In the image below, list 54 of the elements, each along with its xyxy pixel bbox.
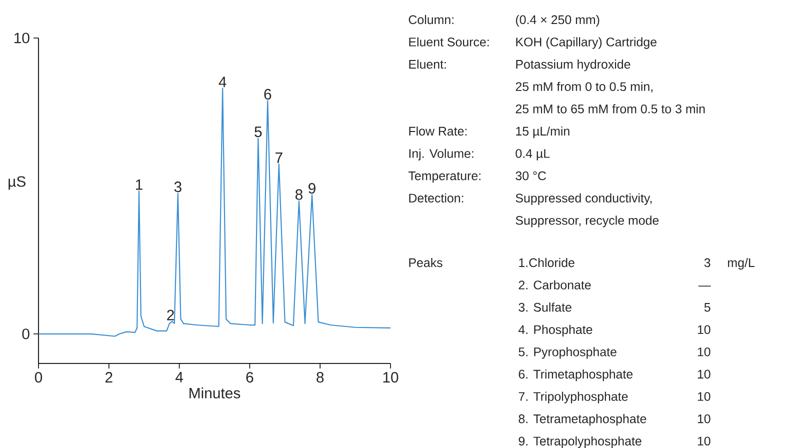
annotation: 9 — [308, 183, 316, 194]
x-tick-label: 4 — [176, 372, 184, 382]
text: Column: — [408, 14, 454, 24]
annotation: 3 — [174, 182, 182, 192]
text: 3. Sulfate — [518, 302, 572, 312]
text: 25 mM to 65 mM from 0.5 to 3 min — [516, 104, 705, 114]
annotation: 2 — [167, 310, 174, 320]
text: Potassium hydroxide — [516, 60, 630, 72]
x-tick-label: 0 — [34, 372, 42, 383]
text: KOH (Capillary) Cartridge — [516, 37, 656, 49]
text: 7. Tripolyphosphate — [518, 392, 628, 404]
text: — — [698, 286, 711, 287]
text: 10 — [698, 348, 710, 356]
text: Inj. Volume: — [409, 148, 474, 160]
y-axis-title: µS — [8, 176, 26, 190]
x-tick-label: 6 — [246, 372, 254, 383]
x-axis-title: Minutes — [190, 387, 240, 398]
text: (0.4 × 250 mm) — [516, 14, 600, 27]
text: Suppressor, recycle mode — [516, 216, 659, 228]
text: 30 °C — [516, 171, 546, 180]
text: 6. Trimetaphosphate — [518, 369, 633, 382]
text: 5. Pyrophosphate — [518, 347, 616, 359]
text: 10 — [698, 414, 710, 424]
annotation: 6 — [264, 88, 272, 100]
line-series — [38, 88, 392, 337]
annotation: 1 — [136, 179, 142, 190]
text: Eluent: — [409, 60, 446, 69]
text: 2. Carbonate — [518, 280, 591, 290]
text: Flow Rate: — [409, 126, 467, 136]
text: 10 — [698, 392, 710, 401]
text: Suppressed conductivity, — [516, 193, 652, 205]
text: mg/L — [728, 258, 754, 270]
text: Detection: — [409, 193, 464, 203]
annotation: 4 — [218, 76, 226, 88]
text: 15 µL/min — [516, 126, 570, 138]
x-tick-label: 2 — [106, 372, 112, 382]
text: 10 — [698, 325, 710, 334]
text: 25 mM from 0 to 0.5 min, — [516, 82, 652, 92]
annotation: 5 — [254, 126, 262, 138]
annotation: 7 — [276, 152, 282, 163]
text: 0.4 µL — [516, 149, 550, 160]
x-tick-label: 8 — [316, 372, 324, 383]
text: 8. Tetrametaphosphate — [518, 414, 646, 426]
text: Peaks — [409, 258, 442, 268]
text: 5 — [704, 303, 710, 312]
text: 3 — [704, 258, 710, 268]
text: 1.Chloride — [519, 258, 574, 268]
text: Temperature: — [408, 172, 480, 183]
text: 10 — [698, 436, 710, 446]
text: 9. Tetrapolyphosphate — [518, 436, 642, 448]
text: 4. Phosphate — [518, 324, 592, 336]
annotation: 8 — [295, 189, 302, 200]
text: Eluent Source: — [409, 37, 489, 46]
x-tick-label: 10 — [383, 372, 398, 383]
